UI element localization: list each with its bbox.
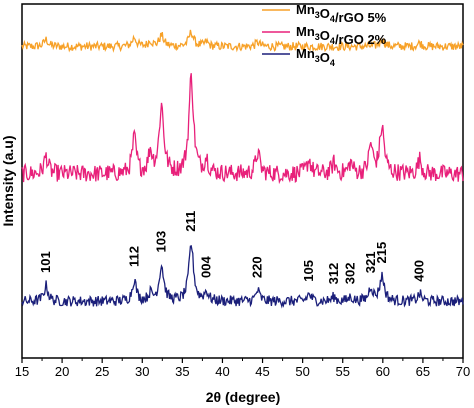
peak-label-105: 105: [301, 260, 316, 282]
peak-label-112: 112: [126, 246, 141, 267]
series-layer: [21, 29, 464, 309]
peak-label-211: 211: [183, 211, 198, 232]
series-line-2: [21, 245, 464, 309]
peak-label-004: 004: [198, 256, 213, 278]
peak-label-302: 302: [343, 262, 358, 284]
y-axis-title: Intensity (a.u): [0, 135, 16, 226]
x-axis-title: 2θ (degree): [206, 389, 280, 405]
x-tick-label-1: 20: [55, 364, 69, 379]
legend-label-2: Mn3O4: [296, 46, 335, 68]
peak-label-103: 103: [154, 231, 169, 253]
peak-label-215: 215: [374, 242, 389, 264]
x-tick-label-10: 65: [416, 364, 430, 379]
peak-label-312: 312: [326, 263, 341, 285]
x-tick-label-0: 15: [15, 364, 29, 379]
x-tick-label-3: 30: [135, 364, 149, 379]
x-tick-label-8: 55: [335, 364, 349, 379]
plot-frame: [21, 3, 464, 359]
peak-label-321: 321: [363, 251, 378, 273]
x-tick-label-5: 40: [215, 364, 229, 379]
series-line-0: [21, 29, 464, 53]
peak-label-220: 220: [250, 256, 265, 278]
peak-label-101: 101: [38, 251, 53, 273]
x-tick-label-7: 50: [295, 364, 309, 379]
x-tick-label-11: 70: [456, 364, 470, 379]
x-tick-label-4: 35: [175, 364, 189, 379]
legend: Mn3O4/rGO 5%Mn3O4/rGO 2%Mn3O4: [262, 2, 387, 68]
x-tick-label-9: 60: [376, 364, 390, 379]
legend-label-0: Mn3O4/rGO 5%: [296, 2, 387, 25]
x-tick-label-2: 25: [95, 364, 109, 379]
x-axis: 15 20 25 30 35 40 45 50 55 60 65 70: [15, 358, 470, 379]
legend-label-1: Mn3O4/rGO 2%: [296, 24, 387, 47]
peak-label-400: 400: [412, 260, 427, 282]
series-line-1: [21, 73, 464, 185]
x-tick-label-6: 45: [255, 364, 269, 379]
